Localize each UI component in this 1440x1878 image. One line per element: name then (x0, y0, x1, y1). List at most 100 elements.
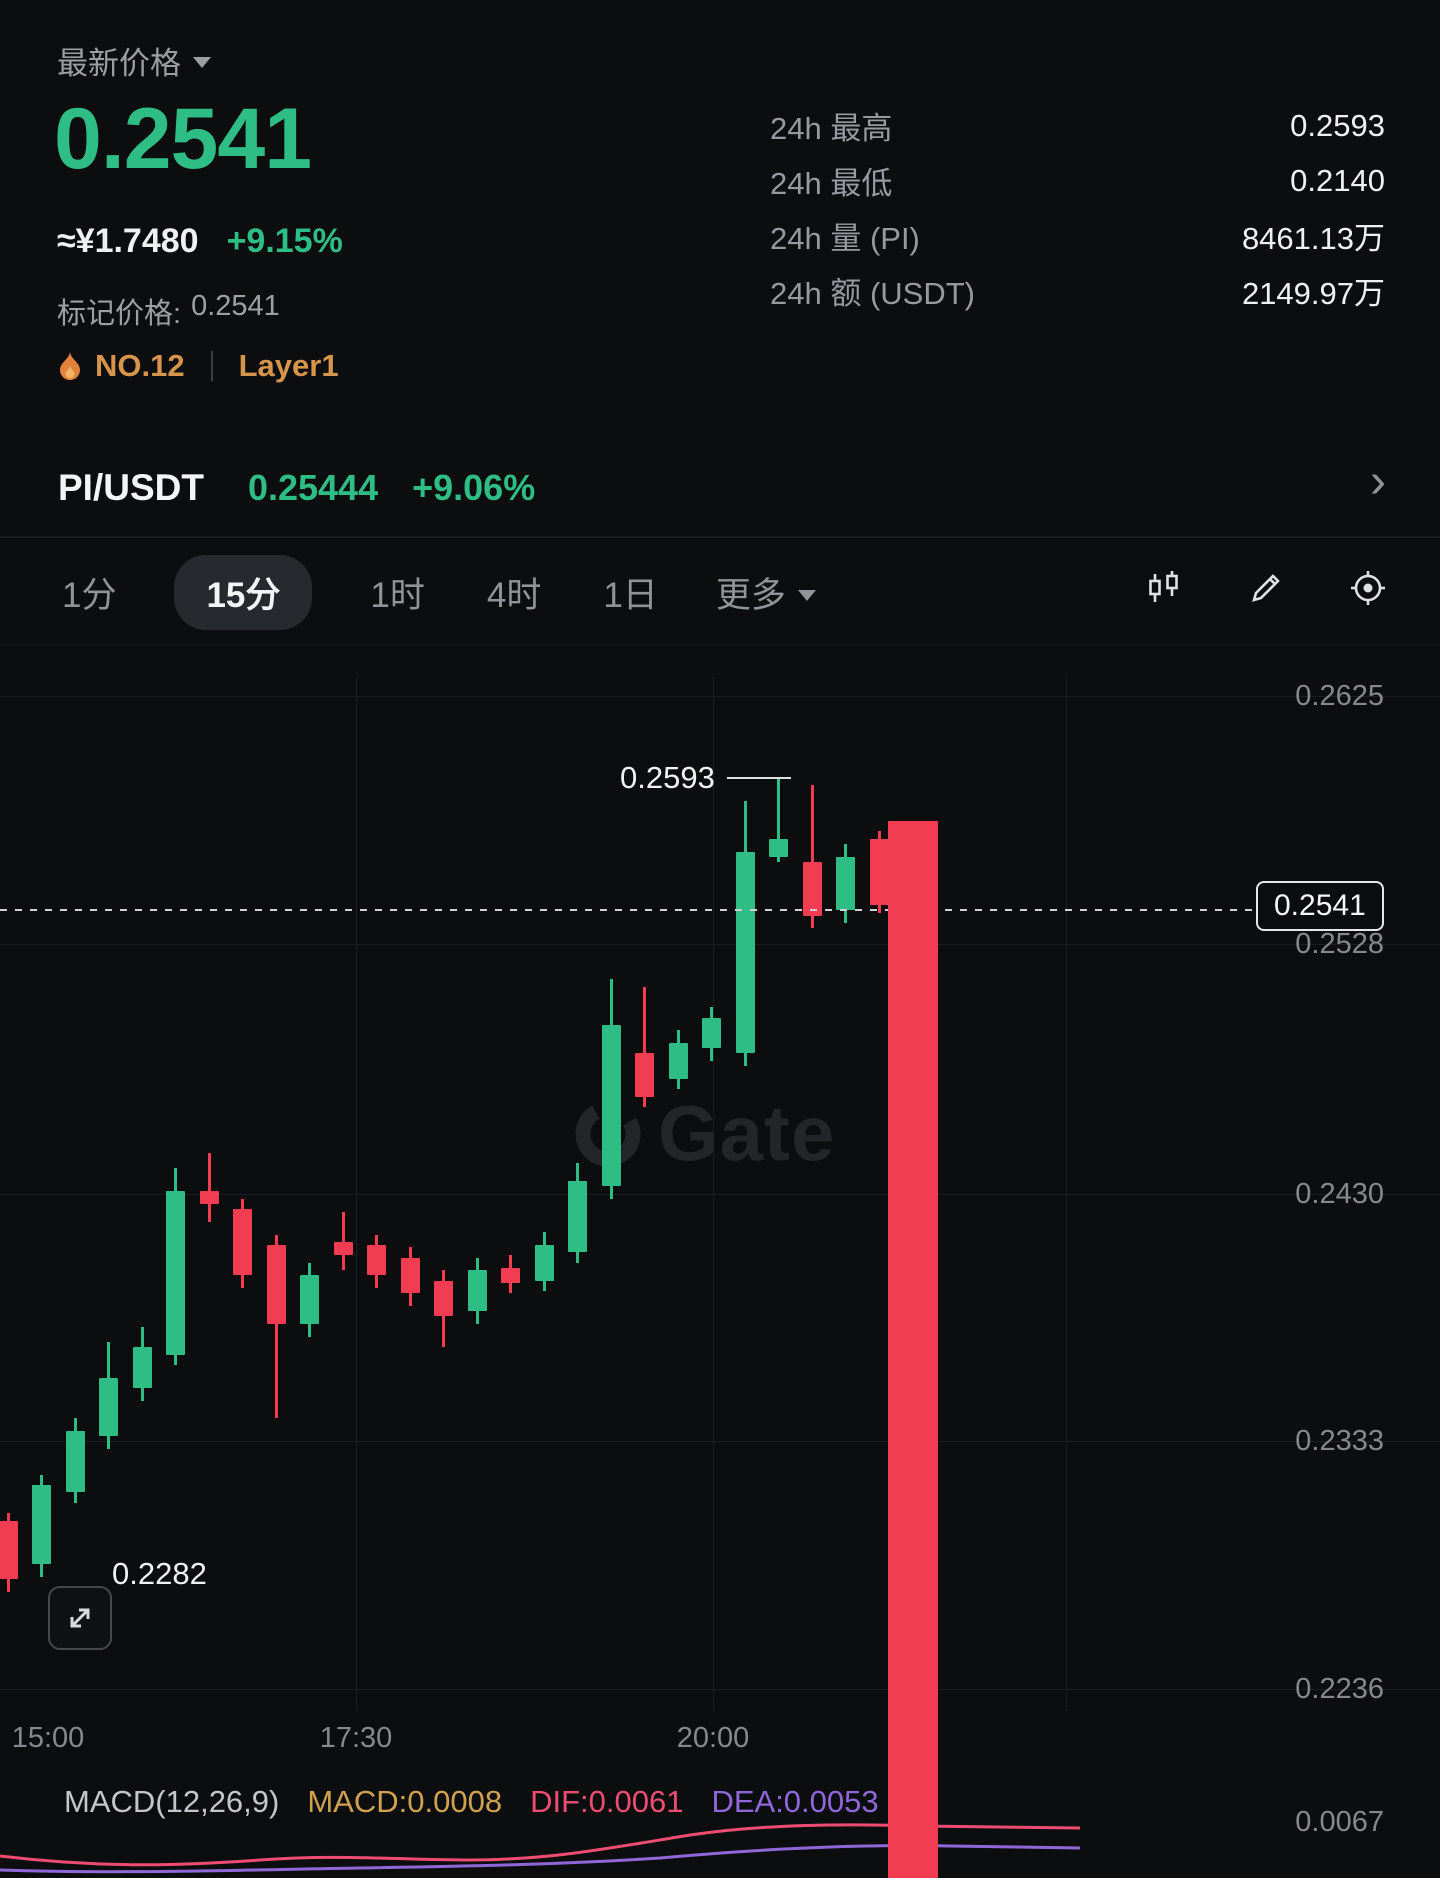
chart-tools (1144, 568, 1388, 608)
candle-wick (911, 821, 914, 1878)
tab-15分[interactable]: 15分 (174, 555, 313, 630)
price-gridline (0, 943, 1440, 945)
candle-wick (609, 979, 613, 1199)
candle-wick (107, 1341, 110, 1450)
stat-row: 24h 最低 0.2140 (770, 153, 1385, 208)
category-tag[interactable]: Layer1 (238, 348, 339, 383)
candle-wick (308, 1262, 311, 1337)
candle-wick (207, 1152, 211, 1222)
more-label: 更多 (715, 576, 786, 615)
macd-axis-value: 0.0067 (1295, 1806, 1384, 1838)
candle-body (887, 821, 938, 1878)
candle-body (166, 1191, 185, 1355)
chevron-right-icon[interactable]: › (1370, 455, 1386, 508)
candle-wick (810, 785, 814, 929)
candle-body (501, 1267, 520, 1284)
stat-row: 24h 最高 0.2593 (770, 98, 1385, 153)
candle-body (300, 1275, 319, 1324)
stat-label: 24h 量 (PI) (770, 221, 920, 256)
candle-wick (509, 1255, 512, 1294)
dea-value: DEA:0.0053 (711, 1784, 879, 1819)
price-axis-label: 0.2430 (1295, 1177, 1384, 1210)
rank-badge: NO.12 (95, 348, 185, 383)
candle-body (534, 1244, 554, 1281)
stat-row: 24h 额 (USDT) 2149.97万 (770, 263, 1385, 318)
mark-price-label: 标记价格: (57, 298, 182, 330)
candlestick-chart-icon[interactable] (1144, 568, 1184, 608)
stat-value: 8461.13万 (1241, 221, 1385, 256)
candle-wick (174, 1168, 177, 1365)
candle-body (601, 1025, 621, 1187)
candle-wick (341, 1211, 345, 1271)
time-gridline (713, 677, 714, 1711)
candle-body (769, 838, 788, 857)
stat-label: 24h 额 (USDT) (770, 276, 975, 311)
high-price-label: 0.2593 (620, 760, 715, 795)
mark-price-row: 标记价格: 0.2541 (57, 290, 280, 332)
candle-wick (710, 1007, 713, 1062)
candle-wick (542, 1232, 546, 1291)
candle-body (132, 1346, 152, 1388)
candle-wick (676, 1030, 680, 1090)
macd-lines (0, 1823, 1081, 1874)
cny-equivalent: ≈¥1.7480 (57, 222, 199, 260)
annotation-line (726, 777, 791, 779)
pair-price: 0.25444 (247, 467, 379, 508)
mark-price-value: 0.2541 (191, 290, 280, 322)
candle-wick (375, 1234, 378, 1289)
candle-wick (408, 1247, 412, 1307)
expand-chart-button[interactable] (48, 1586, 112, 1650)
candle-wick (777, 777, 780, 862)
tab-1分[interactable]: 1分 (58, 557, 120, 628)
rank-row[interactable]: NO.12 Layer1 (57, 348, 339, 384)
tab-4时[interactable]: 4时 (483, 557, 545, 628)
latest-price-label: 最新价格 (57, 46, 181, 81)
time-axis-label: 15:00 (11, 1722, 85, 1754)
chevron-down-icon (797, 589, 816, 601)
latest-price-dropdown[interactable]: 最新价格 (57, 38, 211, 83)
price-gridline (0, 696, 1440, 697)
candle-wick (241, 1198, 244, 1289)
tab-1时[interactable]: 1时 (366, 557, 428, 628)
stat-label: 24h 最低 (770, 166, 893, 201)
candle-wick (274, 1234, 278, 1419)
change-percent: +9.15% (226, 222, 343, 260)
draw-icon[interactable] (1246, 568, 1286, 608)
macd-readout[interactable]: MACD(12,26,9) MACD:0.0008 DIF:0.0061 DEA… (64, 1784, 879, 1820)
candle-body (99, 1377, 118, 1437)
high-price-annotation: 0.2593 (620, 760, 791, 796)
candle-body (65, 1431, 85, 1493)
candle-body (199, 1191, 219, 1204)
candle-body (836, 856, 855, 911)
chevron-down-icon (193, 57, 211, 68)
tab-1日[interactable]: 1日 (599, 557, 661, 628)
candle-wick (40, 1474, 43, 1577)
stats-24h: 24h 最高 0.2593 24h 最低 0.2140 24h 量 (PI) 8461.1… (770, 98, 1385, 318)
candle-body (32, 1484, 51, 1564)
candle-wick (576, 1163, 579, 1263)
stat-label: 24h 最高 (770, 111, 893, 146)
candle-body (400, 1257, 420, 1294)
price-axis-label: 0.2528 (1295, 927, 1384, 960)
candle-wick (73, 1418, 77, 1503)
candle-wick (475, 1257, 479, 1324)
time-axis-label: 20:00 (676, 1722, 750, 1754)
pair-row[interactable]: PI/USDT 0.25444 +9.06% › (0, 440, 1440, 538)
flame-icon (60, 351, 80, 380)
price-gridline (0, 1193, 1440, 1195)
candle-wick (442, 1270, 445, 1347)
macd-value: MACD:0.0008 (307, 1784, 503, 1819)
candle-body (635, 1053, 654, 1097)
indicator-settings-icon[interactable] (1348, 568, 1388, 608)
tab-more[interactable]: 更多 (716, 567, 816, 618)
current-price: 0.2541 (54, 91, 312, 187)
macd-params: MACD(12,26,9) (64, 1784, 280, 1819)
divider (210, 351, 213, 381)
candle-wick (877, 831, 881, 913)
candle-body (702, 1017, 721, 1049)
candle-body (0, 1520, 18, 1580)
time-axis-label: 17:30 (319, 1722, 393, 1754)
stat-value: 0.2140 (1290, 162, 1385, 198)
price-axis-label: 0.2236 (1295, 1673, 1384, 1705)
